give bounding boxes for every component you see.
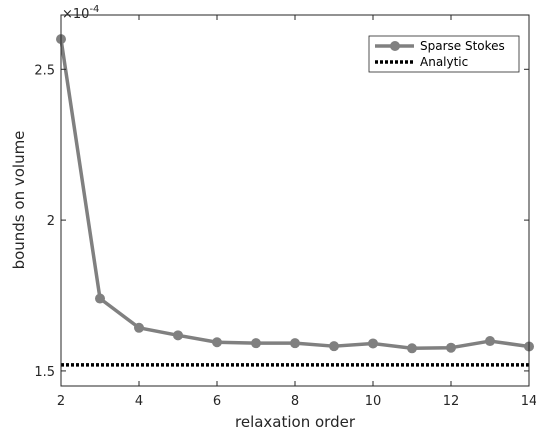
y-exponent-power: -4 xyxy=(89,4,99,15)
x-tick-label: 4 xyxy=(135,394,143,409)
series-sparse-stokes-point xyxy=(446,342,456,353)
tick-layer: 2 4 6 8 10 12 141.522.5 xyxy=(34,15,536,409)
x-tick-label: 6 xyxy=(213,394,221,409)
x-axis-label: relaxation order xyxy=(235,413,356,431)
x-tick-label: 2 xyxy=(57,394,65,409)
legend: Sparse Stokes Analytic xyxy=(368,35,520,73)
series-sparse-stokes-point xyxy=(329,341,339,352)
y-tick-label: 2.5 xyxy=(34,63,55,78)
x-tick-label: 10 xyxy=(365,394,382,409)
y-axis-label: bounds on volume xyxy=(10,131,28,270)
series-sparse-stokes-point xyxy=(407,343,417,354)
series-sparse-stokes-point xyxy=(95,293,105,304)
x-tick-label: 8 xyxy=(291,394,299,409)
y-tick-label: 2 xyxy=(47,214,55,229)
series-sparse-stokes-point xyxy=(134,322,144,333)
y-exponent-label: ×10-4 xyxy=(62,4,99,22)
series-sparse-stokes-point xyxy=(173,330,183,341)
x-tick-label: 12 xyxy=(443,394,460,409)
series-sparse-stokes-point xyxy=(212,337,222,348)
legend-label-analytic: Analytic xyxy=(420,55,468,69)
x-tick-label: 14 xyxy=(521,394,536,409)
legend-marker-sparse-stokes xyxy=(390,41,400,51)
y-tick-label: 1.5 xyxy=(34,365,55,380)
series-sparse-stokes-point xyxy=(485,336,495,347)
data-layer xyxy=(56,34,534,367)
series-sparse-stokes-point xyxy=(368,338,378,349)
series-sparse-stokes-point xyxy=(251,338,261,349)
series-sparse-stokes-point xyxy=(290,338,300,349)
legend-label-sparse-stokes: Sparse Stokes xyxy=(420,39,505,53)
